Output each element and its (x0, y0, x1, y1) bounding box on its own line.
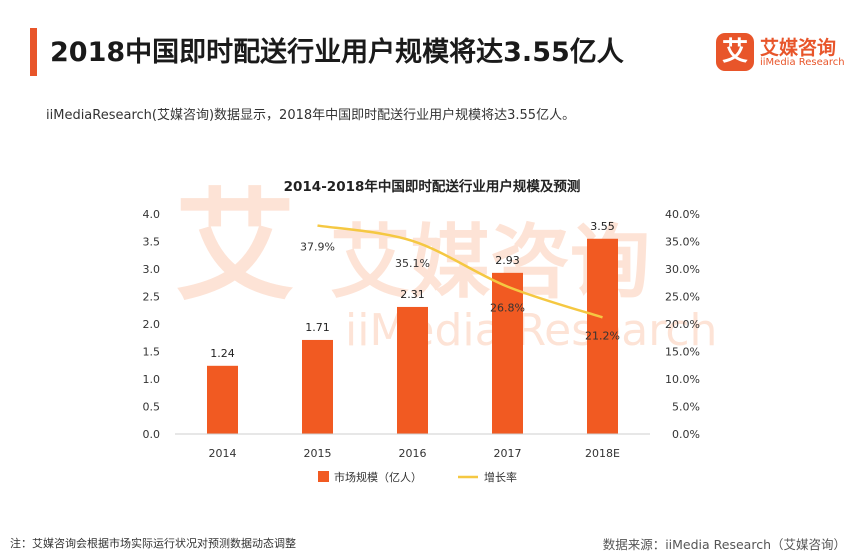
x-axis: 2014 2015 2016 2017 2018E (175, 433, 650, 460)
x-tick-label: 2017 (494, 447, 522, 460)
right-tick-label: 15.0% (665, 346, 700, 359)
x-tick-label: 2016 (399, 447, 427, 460)
bar (207, 365, 238, 434)
right-axis: 0.0% 5.0% 10.0% 15.0% 20.0% 25.0% 30.0% 35.0% 40… (665, 208, 700, 441)
right-tick-label: 40.0% (665, 208, 700, 221)
right-tick-label: 20.0% (665, 318, 700, 331)
bar-series: 1.24 1.71 2.31 2.93 3.55 (207, 220, 618, 434)
left-tick-label: 3.5 (143, 236, 161, 249)
bar-value-label: 1.24 (210, 347, 235, 360)
right-tick-label: 35.0% (665, 236, 700, 249)
x-tick-label: 2014 (209, 447, 237, 460)
bar (587, 238, 618, 434)
logo-name-cn: 艾媒咨询 (760, 37, 837, 59)
legend-bar-label: 市场规模（亿人） (334, 470, 422, 484)
right-tick-label: 10.0% (665, 373, 700, 386)
left-tick-label: 1.0 (143, 373, 161, 386)
x-tick-label: 2015 (304, 447, 332, 460)
watermark-mark-icon: 艾 (175, 178, 295, 317)
legend-bar-swatch (318, 471, 329, 482)
growth-rate-label: 35.1% (395, 257, 430, 270)
x-tick-label: 2018E (585, 447, 620, 460)
bar-value-label: 3.55 (590, 220, 615, 233)
left-axis: 0.0 0.5 1.0 1.5 2.0 2.5 3.0 3.5 4.0 (143, 208, 161, 441)
right-tick-label: 5.0% (672, 401, 700, 414)
title-accent-bar (30, 28, 37, 76)
source-text: 数据来源：iiMedia Research（艾媒咨询） (602, 537, 846, 552)
right-tick-label: 25.0% (665, 291, 700, 304)
growth-rate-label: 37.9% (300, 241, 335, 254)
chart: 艾艾媒咨询iiMedia Research 2014-2018年中国即时配送行业… (143, 178, 718, 484)
growth-line (317, 224, 603, 319)
legend: 市场规模（亿人） 增长率 (318, 470, 517, 484)
bar (302, 339, 333, 434)
brand-logo: 艾 艾媒咨询 iiMedia Research (716, 33, 852, 75)
bar (492, 272, 523, 434)
chart-title: 2014-2018年中国即时配送行业用户规模及预测 (284, 178, 581, 195)
page-title: 2018中国即时配送行业用户规模将达3.55亿人 (50, 37, 624, 68)
growth-rate-label: 21.2% (585, 329, 620, 342)
left-tick-label: 2.5 (143, 291, 161, 304)
bar-value-label: 2.93 (495, 254, 520, 267)
left-tick-label: 0.5 (143, 401, 161, 414)
left-tick-label: 3.0 (143, 263, 161, 276)
growth-line-series: 37.9% 35.1% 26.8% 21.2% (300, 224, 620, 342)
footnote: 注：艾媒咨询会根据市场实际运行状况对预测数据动态调整 (10, 537, 296, 550)
logo-name-en: iiMedia Research (760, 57, 845, 68)
bar-value-label: 2.31 (400, 288, 425, 301)
logo-mark-icon: 艾 (716, 33, 754, 71)
bar-value-label: 1.71 (305, 321, 330, 334)
legend-line-label: 增长率 (484, 470, 517, 484)
right-tick-label: 30.0% (665, 263, 700, 276)
bar (397, 306, 428, 434)
left-tick-label: 2.0 (143, 318, 161, 331)
growth-rate-label: 26.8% (490, 302, 525, 315)
description-text: iiMediaResearch(艾媒咨询)数据显示，2018年中国即时配送行业用… (46, 108, 576, 123)
left-tick-label: 0.0 (143, 428, 161, 441)
left-tick-label: 4.0 (143, 208, 161, 221)
left-tick-label: 1.5 (143, 346, 161, 359)
right-tick-label: 0.0% (672, 428, 700, 441)
watermark: 艾艾媒咨询iiMedia Research (175, 178, 717, 356)
